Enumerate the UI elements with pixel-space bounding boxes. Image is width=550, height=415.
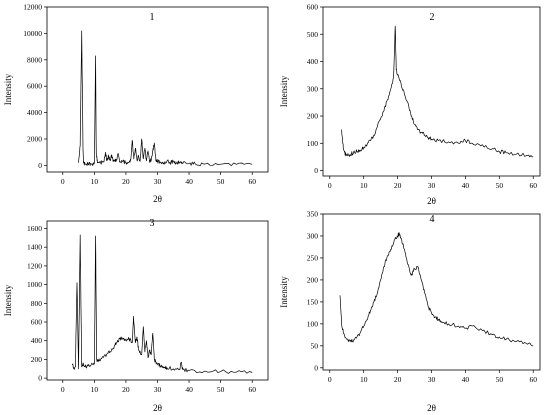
x-tick-label: 10 <box>360 181 368 190</box>
x-tick-label: 40 <box>185 177 193 186</box>
y-tick-label: 12000 <box>23 3 42 12</box>
x-tick-label: 60 <box>248 385 256 394</box>
y-axis-label: Intensity <box>3 73 13 105</box>
y-tick-label: 0 <box>314 363 318 372</box>
x-tick-label: 0 <box>61 177 65 186</box>
x-tick-label: 10 <box>91 177 99 186</box>
chart-panel-3: 0 10 20 30 40 50 60020040060080010001200140016… <box>3 218 269 413</box>
y-tick-label: 200 <box>31 355 43 364</box>
x-tick-label: 50 <box>217 177 225 186</box>
y-tick-label: 8000 <box>27 55 42 64</box>
y-axis-label: Intensity <box>279 276 289 308</box>
y-tick-label: 300 <box>307 231 319 240</box>
series-line <box>339 232 534 347</box>
y-tick-label: 100 <box>307 319 319 328</box>
x-tick-label: 0 <box>328 375 332 384</box>
y-tick-label: 1400 <box>27 243 42 252</box>
y-tick-label: 350 <box>307 210 319 219</box>
x-tick-label: 20 <box>394 375 402 384</box>
x-axis-label: 2θ <box>153 403 162 413</box>
y-tick-label: 800 <box>31 299 43 308</box>
y-tick-label: 250 <box>307 253 319 262</box>
chart-title: 2 <box>430 12 435 23</box>
chart-title: 4 <box>430 214 435 225</box>
y-tick-label: 400 <box>31 336 43 345</box>
x-tick-label: 0 <box>61 385 65 394</box>
x-tick-label: 50 <box>496 181 504 190</box>
y-tick-label: 200 <box>307 275 319 284</box>
plot-frame <box>322 6 541 177</box>
series-line <box>78 30 253 167</box>
x-tick-label: 30 <box>154 177 162 186</box>
y-tick-label: 300 <box>307 84 319 93</box>
y-tick-label: 100 <box>307 139 319 148</box>
x-axis-label: 2θ <box>427 403 436 413</box>
y-axis-label: Intensity <box>3 284 13 316</box>
x-tick-label: 40 <box>462 181 470 190</box>
chart-panel-1: 0 10 20 30 40 50 60 0 2000 4000 6000 8000 10000 12000… <box>3 3 269 204</box>
y-tick-label: 6000 <box>27 82 42 91</box>
x-tick-label: 20 <box>394 181 402 190</box>
chart-title: 1 <box>150 12 155 23</box>
y-tick-label: 150 <box>307 297 319 306</box>
y-tick-label: 0 <box>38 161 42 170</box>
x-tick-label: 60 <box>529 181 537 190</box>
x-tick-label: 20 <box>122 177 130 186</box>
x-tick-label: 0 <box>328 181 332 190</box>
y-tick-label: 400 <box>307 57 319 66</box>
y-tick-label: 0 <box>314 166 318 175</box>
x-tick-label: 40 <box>185 385 193 394</box>
y-tick-label: 600 <box>31 318 43 327</box>
x-axis-label: 2θ <box>153 194 162 204</box>
y-tick-label: 0 <box>38 374 42 383</box>
y-tick-label: 1600 <box>27 224 42 233</box>
x-tick-label: 60 <box>529 375 537 384</box>
x-tick-label: 10 <box>360 375 368 384</box>
x-axis-label: 2θ <box>427 196 436 206</box>
y-tick-label: 1200 <box>27 261 42 270</box>
x-tick-label: 30 <box>428 181 436 190</box>
x-tick-label: 30 <box>428 375 436 384</box>
y-tick-label: 1000 <box>27 280 42 289</box>
x-tick-label: 10 <box>91 385 99 394</box>
x-tick-label: 50 <box>217 385 225 394</box>
y-tick-label: 4000 <box>27 108 42 117</box>
y-tick-label: 200 <box>307 112 319 121</box>
y-tick-label: 50 <box>311 341 319 350</box>
series-line <box>341 25 534 158</box>
x-tick-label: 20 <box>122 385 130 394</box>
y-tick-label: 2000 <box>27 135 42 144</box>
series-line <box>71 234 253 374</box>
plot-frame <box>322 213 541 371</box>
y-tick-label: 600 <box>307 3 319 12</box>
x-tick-label: 30 <box>154 385 162 394</box>
y-tick-label: 10000 <box>23 29 42 38</box>
chart-title: 3 <box>150 218 155 229</box>
y-axis-label: Intensity <box>279 75 289 107</box>
x-tick-label: 60 <box>248 177 256 186</box>
chart-panel-2: 0 10 20 30 40 50 60010020030040050060022θInten… <box>279 3 541 206</box>
y-tick-label: 500 <box>307 30 319 39</box>
chart-panel-4: 0 10 20 30 40 50 60 0 50 100 150 200 250 300 350 4 2θ Int… <box>279 210 541 413</box>
x-tick-label: 50 <box>496 375 504 384</box>
x-tick-label: 40 <box>462 375 470 384</box>
